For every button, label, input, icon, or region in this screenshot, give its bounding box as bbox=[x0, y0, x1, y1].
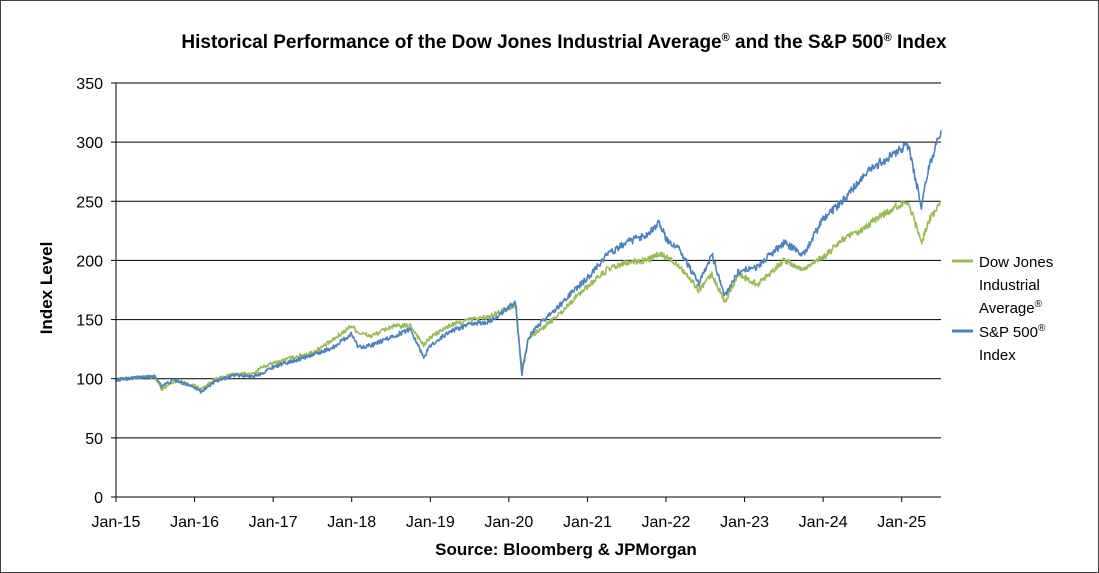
legend-label-sp500-2: Index bbox=[979, 347, 1016, 364]
x-tick-label: Jan-19 bbox=[406, 514, 455, 531]
legend-label-dow-1: Dow Jones bbox=[979, 254, 1053, 271]
legend: Dow Jones Industrial Average® S&P 500® I… bbox=[952, 254, 1053, 364]
y-tick-label: 350 bbox=[76, 76, 103, 93]
y-axis-ticks: 0 50 100 150 200 250 300 350 bbox=[76, 76, 116, 507]
y-tick-label: 50 bbox=[85, 431, 103, 448]
legend-label-dow-2: Industrial bbox=[979, 277, 1040, 294]
x-tick-label: Jan-24 bbox=[799, 514, 848, 531]
legend-label-dow-3: Average® bbox=[979, 299, 1043, 317]
x-axis-title: Source: Bloomberg & JPMorgan bbox=[435, 540, 697, 559]
y-tick-label: 100 bbox=[76, 372, 103, 389]
x-tick-label: Jan-18 bbox=[327, 514, 376, 531]
chart-title: Historical Performance of the Dow Jones … bbox=[181, 32, 947, 53]
y-tick-label: 250 bbox=[76, 194, 103, 211]
x-tick-label: Jan-25 bbox=[877, 514, 926, 531]
y-tick-label: 0 bbox=[94, 490, 103, 507]
x-tick-label: Jan-23 bbox=[720, 514, 769, 531]
y-tick-label: 150 bbox=[76, 313, 103, 330]
gridlines bbox=[116, 82, 941, 439]
series-line-sp500 bbox=[115, 130, 942, 394]
series-lines bbox=[115, 130, 942, 394]
x-tick-label: Jan-17 bbox=[249, 514, 298, 531]
legend-label-sp500-1: S&P 500® bbox=[979, 323, 1046, 341]
x-tick-label: Jan-20 bbox=[484, 514, 533, 531]
y-tick-label: 200 bbox=[76, 253, 103, 270]
x-tick-label: Jan-21 bbox=[563, 514, 612, 531]
x-tick-label: Jan-22 bbox=[642, 514, 691, 531]
x-axis-ticks: Jan-15 Jan-16 Jan-17 Jan-18 Jan-19 Jan-20 Jan-… bbox=[92, 497, 926, 531]
y-tick-label: 300 bbox=[76, 135, 103, 152]
x-tick-label: Jan-16 bbox=[170, 514, 219, 531]
x-tick-label: Jan-15 bbox=[92, 514, 141, 531]
y-axis-title: Index Level bbox=[37, 242, 56, 335]
